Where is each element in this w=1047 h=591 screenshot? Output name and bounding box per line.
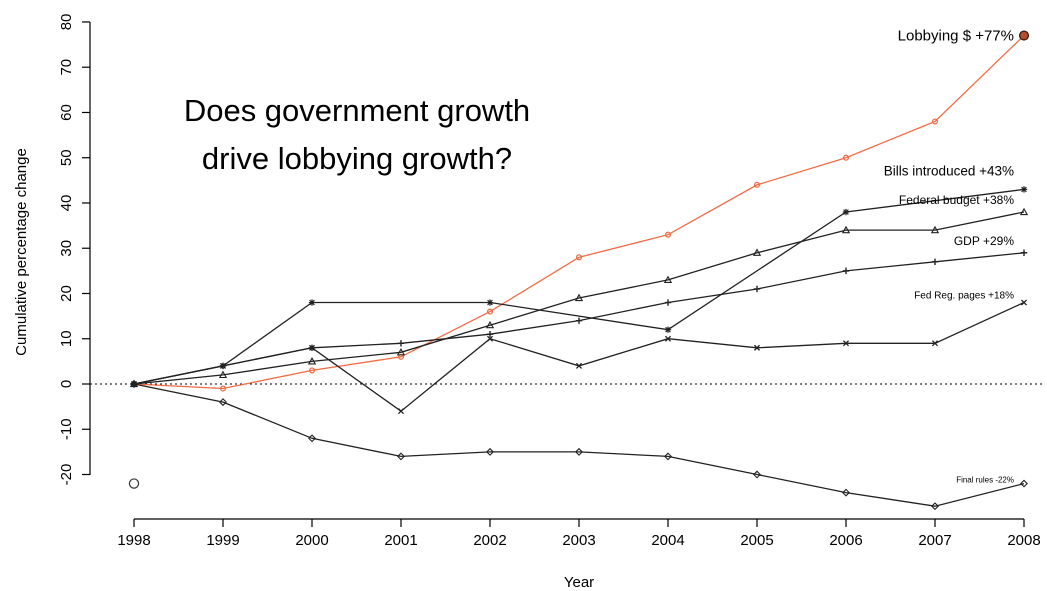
point-triangle xyxy=(663,275,673,284)
y-tick-label: -20 xyxy=(58,464,75,486)
x-tick-label: 1999 xyxy=(206,532,239,549)
chart-title-line-1: Does government growth xyxy=(184,93,530,128)
point-asterisk xyxy=(664,326,672,333)
x-tick-label: 1998 xyxy=(117,532,150,549)
x-tick-label: 2007 xyxy=(918,532,951,549)
point-circle xyxy=(486,308,494,315)
point-triangle xyxy=(307,357,317,365)
point-cross xyxy=(575,362,583,369)
x-axis-title: Year xyxy=(564,574,594,591)
lobbying-endpoint xyxy=(1018,30,1030,41)
point-plus xyxy=(842,267,850,275)
point-cross xyxy=(308,344,316,351)
y-tick-label: 0 xyxy=(58,380,75,388)
series-label-1: Bills introduced +43% xyxy=(884,163,1014,178)
y-tick-label: 30 xyxy=(58,240,75,257)
point-asterisk xyxy=(1020,186,1028,193)
point-plus xyxy=(575,317,583,324)
point-circle xyxy=(931,118,939,125)
x-tick-label: 2003 xyxy=(562,532,595,549)
point-plus xyxy=(753,285,761,293)
point-open-circle xyxy=(128,478,140,489)
series-line xyxy=(133,211,1025,385)
point-cross xyxy=(486,335,494,342)
point-triangle xyxy=(1019,207,1029,216)
point-diamond xyxy=(575,447,583,456)
series-2 xyxy=(129,207,1029,388)
series-line xyxy=(133,383,1025,507)
series-line xyxy=(133,188,1025,385)
x-ticks: 1998 1999 2000 2001 2002 2003 2004 2005 2006 2007… xyxy=(117,519,1041,549)
series-label-3: GDP +29% xyxy=(954,234,1014,248)
series-0 xyxy=(130,32,1028,392)
x-tick-label: 2008 xyxy=(1007,532,1040,549)
series-line xyxy=(133,35,1025,390)
point-diamond xyxy=(308,434,316,443)
series-label-5: Final rules -22% xyxy=(956,476,1014,485)
x-tick-label: 2004 xyxy=(651,532,684,549)
series-label-4: Fed Reg. pages +18% xyxy=(914,291,1014,302)
y-tick-label: 50 xyxy=(58,149,75,166)
x-tick-label: 2005 xyxy=(740,532,773,549)
series-label-2: Federal budget +38% xyxy=(899,193,1014,207)
point-circle xyxy=(753,181,761,188)
x-tick-label: 2006 xyxy=(829,532,862,549)
y-axis-title: Cumulative percentage change xyxy=(13,148,30,356)
point-triangle xyxy=(218,370,228,379)
point-circle xyxy=(308,367,316,374)
y-tick-label: 70 xyxy=(58,59,75,76)
x-tick-label: 2001 xyxy=(384,532,417,549)
point-plus xyxy=(397,340,405,347)
y-tick-label: 60 xyxy=(58,104,75,121)
x-tick-label: 2000 xyxy=(295,532,328,549)
series-4 xyxy=(130,299,1028,415)
point-plus xyxy=(664,299,672,306)
point-triangle xyxy=(485,320,495,329)
point-plus xyxy=(486,331,494,338)
point-diamond xyxy=(931,502,939,511)
point-diamond xyxy=(397,452,405,461)
series-5 xyxy=(130,380,1028,511)
series-group xyxy=(128,30,1030,511)
point-asterisk xyxy=(486,299,494,306)
y-ticks: -20 -10 0 10 20 30 40 50 60 70 80 xyxy=(58,14,90,486)
y-tick-label: 40 xyxy=(58,195,75,212)
point-circle xyxy=(664,231,672,238)
point-cross xyxy=(842,340,850,347)
y-tick-label: 20 xyxy=(58,285,75,302)
point-cross xyxy=(753,344,761,351)
point-triangle xyxy=(752,248,762,256)
point-plus xyxy=(931,258,939,266)
point-cross xyxy=(219,362,227,369)
point-plus xyxy=(1020,249,1028,256)
series-labels: Lobbying $ +77% Bills introduced +43% Fede… xyxy=(884,28,1015,485)
point-diamond xyxy=(842,488,850,497)
point-diamond xyxy=(664,452,672,461)
point-circle xyxy=(575,254,583,261)
y-tick-label: 10 xyxy=(58,330,75,347)
point-diamond xyxy=(753,470,761,479)
series-label-0: Lobbying $ +77% xyxy=(898,28,1014,45)
point-circle xyxy=(842,154,850,161)
y-tick-label: -10 xyxy=(58,418,75,440)
point-triangle xyxy=(841,225,851,234)
point-diamond xyxy=(486,447,494,456)
y-tick-label: 80 xyxy=(58,14,75,31)
point-diamond xyxy=(219,398,227,407)
point-asterisk xyxy=(308,299,316,306)
point-triangle xyxy=(930,225,940,234)
point-triangle xyxy=(396,347,406,356)
point-circle xyxy=(219,385,227,392)
point-diamond xyxy=(130,380,138,388)
x-tick-label: 2002 xyxy=(473,532,506,549)
point-triangle xyxy=(574,293,584,302)
chart-title-line-2: drive lobbying growth? xyxy=(202,141,512,176)
point-diamond xyxy=(1020,479,1028,488)
point-cross xyxy=(397,408,405,415)
point-cross xyxy=(664,335,672,342)
point-cross xyxy=(931,340,939,347)
point-cross xyxy=(1020,299,1028,306)
point-asterisk xyxy=(842,208,850,216)
